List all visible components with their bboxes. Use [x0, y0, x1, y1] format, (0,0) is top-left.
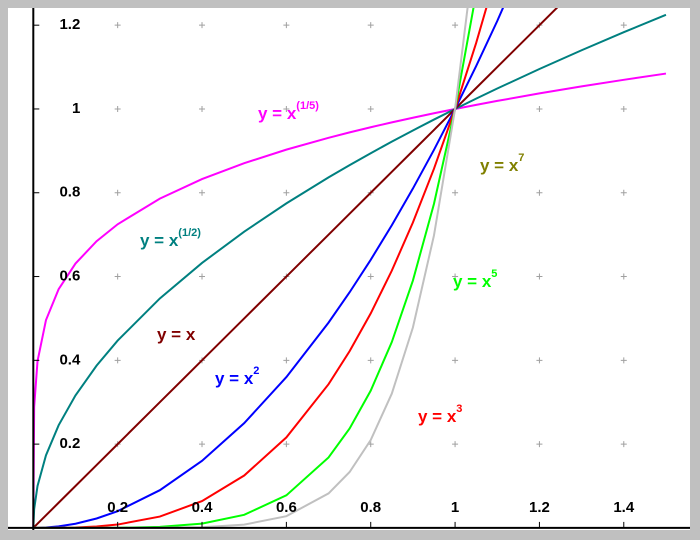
x-tick-label: 0.2 [107, 499, 128, 516]
curve-label-text: y = x [453, 272, 492, 291]
curve-label-sup: (1/5) [296, 100, 319, 112]
grid-mark [199, 189, 206, 196]
curve-label-text: y = x [157, 325, 196, 344]
grid-mark [114, 357, 121, 364]
grid-mark [452, 22, 459, 29]
curve-label: y = x [157, 325, 196, 344]
x-tick-label: 0.4 [192, 499, 214, 516]
y-tick-label: 1.2 [59, 16, 80, 33]
curve-label-sup: 7 [518, 152, 524, 164]
curve [32, 13, 667, 528]
grid-mark [536, 357, 543, 364]
grid-mark [283, 22, 290, 29]
grid-mark [620, 105, 627, 112]
curve-label-text: y = x [418, 407, 457, 426]
grid-mark [114, 273, 121, 280]
curve-label-sup: 5 [491, 268, 497, 280]
grid-mark [283, 357, 290, 364]
grid-mark [367, 105, 374, 112]
x-tick-label: 0.8 [360, 499, 381, 516]
grid-mark [283, 105, 290, 112]
grid-mark [452, 273, 459, 280]
curve-label: y = x2 [215, 365, 259, 389]
y-tick-label: 0.6 [59, 268, 80, 285]
x-tick-label: 1 [451, 499, 459, 516]
curve [32, 72, 667, 528]
curve-label-text: y = x [215, 369, 254, 388]
grid-mark [536, 189, 543, 196]
grid-mark [114, 105, 121, 112]
grid-mark [620, 22, 627, 29]
grid-mark [367, 22, 374, 29]
grid-mark [199, 22, 206, 29]
grid-mark [367, 357, 374, 364]
grid-mark [199, 273, 206, 280]
curve-label: y = x5 [453, 268, 497, 292]
curve-label: y = x3 [418, 403, 462, 427]
grid-mark [536, 105, 543, 112]
x-tick-label: 0.6 [276, 499, 297, 516]
grid-mark [199, 105, 206, 112]
y-tick-label: 0.4 [59, 351, 81, 368]
curve-label-sup: 2 [253, 365, 259, 377]
curve [32, 8, 559, 529]
y-tick-label: 1 [72, 100, 80, 117]
curve-label-text: y = x [480, 156, 519, 175]
grid-mark [620, 357, 627, 364]
x-tick-label: 1.4 [613, 499, 635, 516]
grid-mark [367, 273, 374, 280]
curve [33, 8, 505, 529]
grid-mark [114, 22, 121, 29]
curve-label: y = x(1/2) [140, 227, 201, 251]
grid-mark [536, 441, 543, 448]
grid-mark [452, 357, 459, 364]
grid-mark [114, 189, 121, 196]
grid-mark [452, 441, 459, 448]
curve-label-sup: 3 [456, 403, 462, 415]
x-tick-label: 1.2 [529, 499, 550, 516]
curve-label: y = x(1/5) [258, 100, 319, 124]
grid-mark [283, 189, 290, 196]
curve-label-text: y = x [140, 231, 179, 250]
grid-mark [452, 189, 459, 196]
grid-mark [536, 273, 543, 280]
curve-label: y = x7 [480, 152, 524, 176]
grid-mark [199, 441, 206, 448]
y-tick-label: 0.8 [59, 184, 80, 201]
curve-label-text: y = x [258, 104, 297, 123]
grid-mark [620, 189, 627, 196]
grid-mark [620, 441, 627, 448]
grid-mark [283, 441, 290, 448]
curve-label-sup: (1/2) [178, 227, 201, 239]
grid-mark [620, 273, 627, 280]
plot-area [8, 8, 690, 530]
y-tick-label: 0.2 [59, 435, 80, 452]
